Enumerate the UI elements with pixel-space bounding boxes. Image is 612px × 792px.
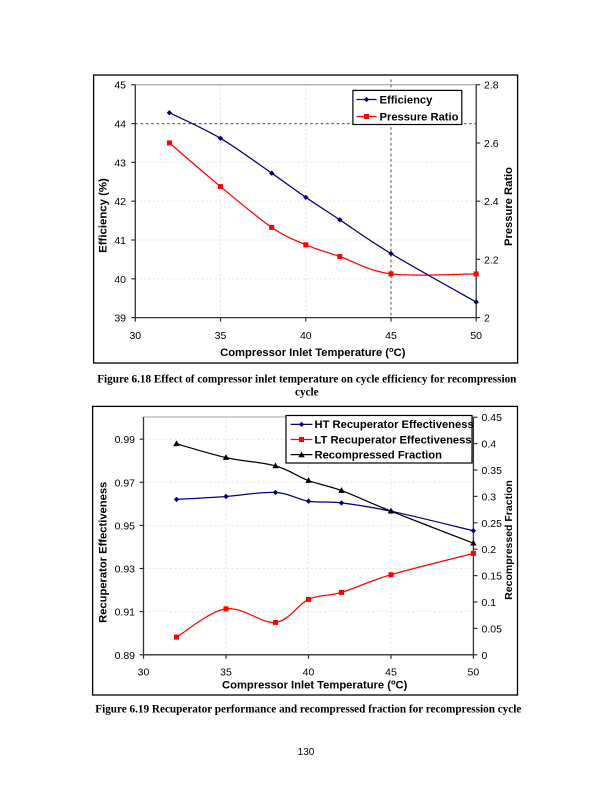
svg-text:30: 30 xyxy=(138,666,150,678)
svg-text:2: 2 xyxy=(484,313,490,325)
svg-text:0.2: 0.2 xyxy=(482,544,497,556)
svg-text:30: 30 xyxy=(129,330,141,342)
svg-text:2.4: 2.4 xyxy=(484,196,499,208)
svg-text:2.8: 2.8 xyxy=(484,80,499,92)
svg-text:LT Recuperator Effectiveness: LT Recuperator Effectiveness xyxy=(315,434,472,446)
svg-text:40: 40 xyxy=(303,666,315,678)
svg-text:Recompressed Fraction: Recompressed Fraction xyxy=(315,449,443,461)
svg-text:Recompressed Fraction: Recompressed Fraction xyxy=(503,480,515,600)
svg-text:130: 130 xyxy=(298,747,315,758)
svg-text:cycle: cycle xyxy=(295,387,319,399)
svg-text:0.3: 0.3 xyxy=(482,491,497,503)
svg-text:0.15: 0.15 xyxy=(482,571,503,583)
svg-text:Figure 6.19 Recuperator perfor: Figure 6.19 Recuperator performance and … xyxy=(95,704,521,716)
svg-text:Pressure Ratio: Pressure Ratio xyxy=(380,111,459,123)
svg-text:0.05: 0.05 xyxy=(482,623,503,635)
svg-text:50: 50 xyxy=(468,666,480,678)
svg-text:2.6: 2.6 xyxy=(484,138,499,150)
svg-text:0.93: 0.93 xyxy=(115,564,136,576)
svg-text:35: 35 xyxy=(220,666,232,678)
svg-text:43: 43 xyxy=(114,157,126,169)
svg-text:0.45: 0.45 xyxy=(482,412,503,424)
svg-text:0.89: 0.89 xyxy=(115,650,136,662)
svg-text:42: 42 xyxy=(114,196,126,208)
svg-text:0.25: 0.25 xyxy=(482,518,503,530)
svg-text:0.35: 0.35 xyxy=(482,465,503,477)
svg-text:Compressor Inlet Temperature (: Compressor Inlet Temperature (oC) xyxy=(220,345,406,359)
svg-text:40: 40 xyxy=(114,274,126,286)
svg-text:Recuperator Effectiveness: Recuperator Effectiveness xyxy=(98,482,110,623)
svg-text:0.99: 0.99 xyxy=(115,434,136,446)
svg-text:40: 40 xyxy=(300,330,312,342)
svg-text:45: 45 xyxy=(385,330,397,342)
svg-text:Figure 6.18 Effect of compress: Figure 6.18 Effect of compressor inlet t… xyxy=(97,374,517,386)
svg-text:50: 50 xyxy=(470,330,482,342)
svg-text:35: 35 xyxy=(215,330,227,342)
svg-text:39: 39 xyxy=(114,313,126,325)
svg-text:44: 44 xyxy=(114,119,126,131)
svg-text:Pressure Ratio: Pressure Ratio xyxy=(503,167,515,246)
svg-text:0.91: 0.91 xyxy=(115,607,136,619)
svg-text:0.97: 0.97 xyxy=(115,477,136,489)
svg-text:2.2: 2.2 xyxy=(484,254,499,266)
svg-text:0.95: 0.95 xyxy=(115,520,136,532)
svg-text:Compressor Inlet Temperature (: Compressor Inlet Temperature (oC) xyxy=(222,678,408,692)
svg-text:0: 0 xyxy=(482,650,488,662)
svg-text:HT Recuperator Effectiveness: HT Recuperator Effectiveness xyxy=(315,419,474,431)
svg-text:Efficiency: Efficiency xyxy=(380,94,434,106)
svg-text:41: 41 xyxy=(114,235,126,247)
svg-text:Efficiency (%): Efficiency (%) xyxy=(98,178,110,253)
svg-text:0.1: 0.1 xyxy=(482,597,497,609)
svg-text:45: 45 xyxy=(385,666,397,678)
svg-text:0.4: 0.4 xyxy=(482,439,497,451)
svg-text:45: 45 xyxy=(114,80,126,92)
